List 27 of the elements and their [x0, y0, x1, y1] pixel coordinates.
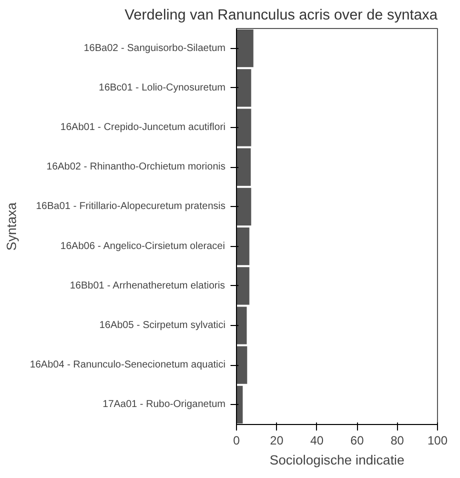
bar	[236, 267, 250, 305]
bar	[236, 346, 248, 384]
x-tick-label: 60	[350, 434, 364, 448]
bar	[236, 306, 247, 344]
y-tick-label: 16Bc01 - Lolio-Cynosuretum	[98, 82, 226, 94]
x-tick-label: 80	[390, 434, 404, 448]
x-tick-label: 0	[233, 434, 240, 448]
x-tick-label: 100	[427, 434, 448, 448]
y-tick-label: 16Ba01 - Fritillario-Alopecuretum pratensis	[36, 201, 226, 212]
y-tick-label: 16Bb01 - Arrhenatheretum elatioris	[70, 280, 225, 292]
x-axis-title: Sociologische indicatie	[270, 452, 404, 468]
y-tick-label: 16Ab01 - Crepido-Juncetum acutiflori	[60, 122, 226, 133]
bar	[236, 108, 252, 146]
y-tick-label: 17Aa01 - Rubo-Origanetum	[102, 399, 226, 410]
x-tick-label: 40	[310, 434, 324, 448]
x-tick-label: 20	[270, 434, 284, 448]
bar	[236, 227, 250, 266]
bar	[236, 69, 252, 107]
y-tick-label: 16Ab02 - Rhinantho-Orchietum morionis	[46, 162, 226, 173]
chart-title: Verdeling van Ranunculus acris over de syntaxa	[124, 8, 438, 24]
y-tick-label: 16Ba02 - Sanguisorbo-Silaetum	[84, 42, 226, 54]
bar	[236, 188, 252, 226]
y-tick-label: 16Ab05 - Scirpetum sylvatici	[99, 320, 226, 331]
y-tick-label: 16Ab04 - Ranunculo-Senecionetum aquatici	[30, 360, 226, 371]
bar	[236, 148, 251, 186]
y-tick-label: 16Ab06 - Angelico-Cirsietum oleracei	[60, 240, 225, 252]
y-axis-title: Syntaxa	[4, 202, 19, 251]
